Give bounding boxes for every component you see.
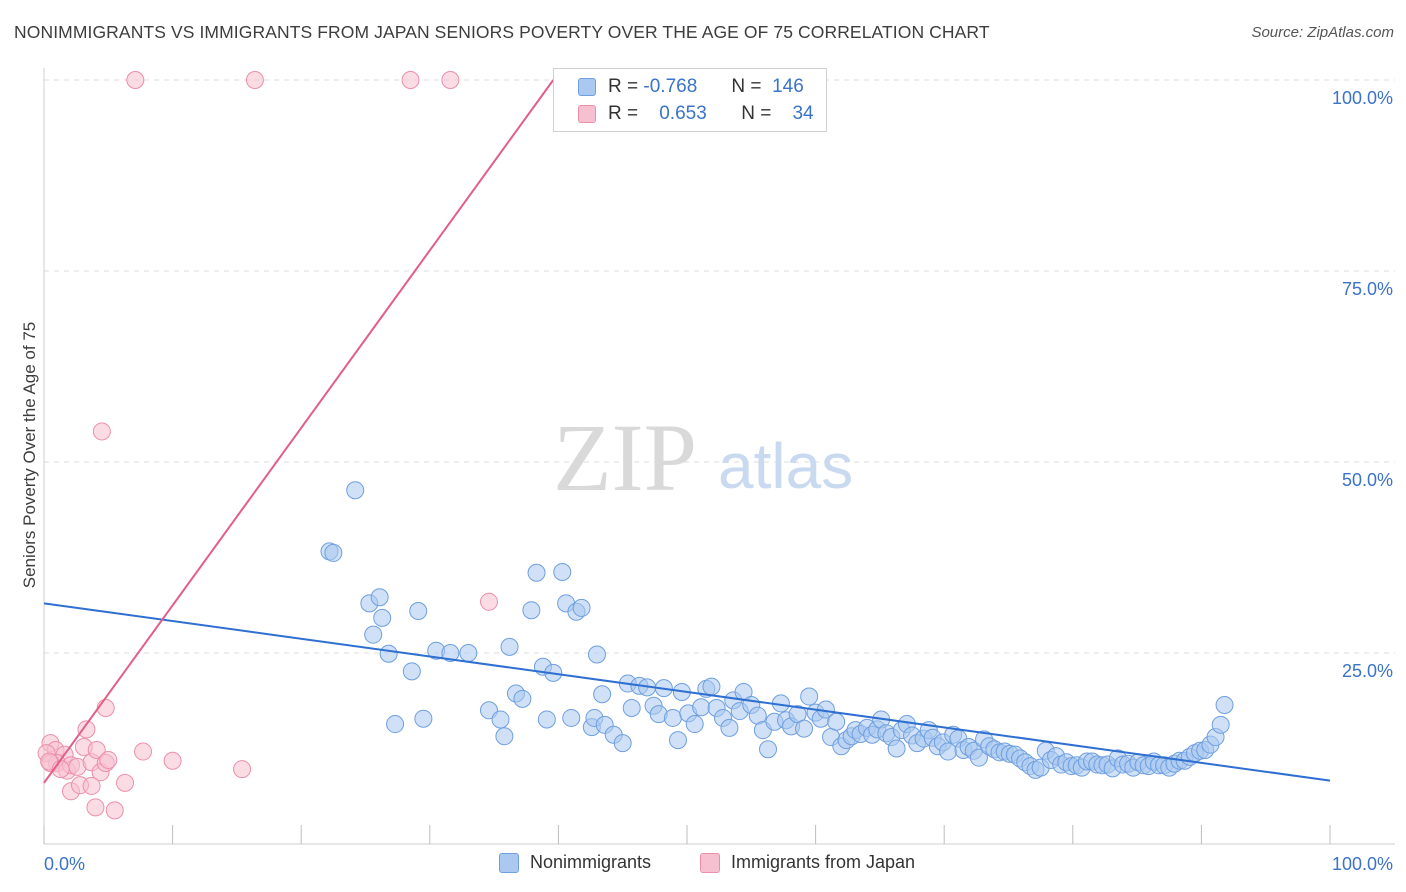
data-point-immigrants-japan: [87, 741, 106, 760]
r-value: -0.768: [643, 76, 698, 97]
data-point-nonimmigrants: [537, 710, 556, 729]
data-point-immigrants-japan: [92, 422, 111, 441]
data-point-immigrants-japan: [126, 71, 145, 89]
watermark-zip: ZIP: [553, 404, 697, 511]
data-point-nonimmigrants: [370, 588, 389, 607]
data-point-immigrants-japan: [163, 751, 182, 770]
legend-swatch-pink: [578, 105, 596, 123]
tick-labels: 25.0% 50.0% 75.0% 100.0% 0.0% 100.0%: [44, 88, 1393, 874]
data-point-nonimmigrants: [379, 644, 398, 663]
legend-swatch-pink: [700, 852, 720, 873]
data-point-nonimmigrants: [668, 731, 687, 750]
data-point-nonimmigrants: [800, 687, 819, 706]
data-point-nonimmigrants: [572, 598, 591, 617]
legend-label: Nonimmigrants: [530, 852, 652, 872]
data-point-nonimmigrants: [364, 625, 383, 644]
data-point-nonimmigrants: [346, 481, 365, 500]
legend-swatch-blue: [578, 78, 596, 96]
y-tick-label: 50.0%: [1342, 470, 1393, 490]
trend-lines: [43, 79, 1331, 784]
n-label: N =: [731, 76, 762, 97]
legend-item-nonimmigrants: Nonimmigrants: [499, 852, 651, 873]
r-label: R =: [608, 76, 639, 97]
data-point-nonimmigrants: [522, 601, 541, 620]
data-point-nonimmigrants: [969, 748, 988, 767]
data-point-immigrants-japan: [86, 798, 105, 817]
data-point-immigrants-japan: [441, 71, 460, 89]
data-point-nonimmigrants: [553, 563, 572, 582]
data-point-nonimmigrants: [414, 709, 433, 728]
data-point-immigrants-japan: [96, 699, 115, 718]
data-point-nonimmigrants: [459, 644, 478, 662]
data-point-nonimmigrants: [441, 644, 460, 662]
data-point-nonimmigrants: [827, 712, 846, 731]
series-immigrants-japan: [37, 71, 498, 820]
data-point-nonimmigrants: [593, 685, 612, 704]
data-point-nonimmigrants: [887, 739, 906, 758]
data-point-nonimmigrants: [702, 677, 721, 696]
r-label: R =: [608, 103, 639, 124]
series-nonimmigrants: [320, 481, 1234, 779]
data-point-nonimmigrants: [495, 727, 514, 746]
grid-lines: [44, 79, 1395, 654]
data-point-nonimmigrants: [720, 718, 739, 737]
trend-line-immigrants-japan: [43, 79, 555, 784]
x-tick-label: 0.0%: [44, 854, 85, 874]
data-point-nonimmigrants: [622, 699, 641, 718]
legend-label: Immigrants from Japan: [731, 852, 916, 872]
data-point-nonimmigrants: [409, 601, 428, 620]
data-point-nonimmigrants: [685, 715, 704, 734]
source-credit: Source: ZipAtlas.com: [1251, 24, 1394, 41]
legend-swatch-blue: [499, 852, 519, 873]
legend-row-nonimmigrants: R = -0.768 N = 146: [578, 75, 804, 99]
data-point-immigrants-japan: [82, 776, 101, 795]
data-point-nonimmigrants: [513, 689, 532, 708]
data-point-nonimmigrants: [613, 734, 632, 753]
data-point-nonimmigrants: [692, 698, 711, 717]
data-point-immigrants-japan: [116, 773, 135, 792]
data-point-nonimmigrants: [795, 719, 814, 738]
data-point-immigrants-japan: [99, 750, 118, 769]
n-value: 146: [772, 76, 804, 97]
data-point-nonimmigrants: [500, 637, 519, 656]
y-axis-label: Seniors Poverty Over the Age of 75: [20, 321, 39, 589]
data-point-nonimmigrants: [527, 563, 546, 582]
r-value: 0.653: [659, 103, 707, 124]
watermark-atlas: atlas: [718, 430, 853, 502]
data-point-immigrants-japan: [479, 592, 498, 611]
legend-item-immigrants-japan: Immigrants from Japan: [700, 852, 915, 873]
data-point-immigrants-japan: [77, 720, 96, 739]
data-point-nonimmigrants: [1211, 715, 1230, 734]
data-point-nonimmigrants: [663, 708, 682, 727]
n-label: N =: [741, 103, 772, 124]
y-tick-label: 75.0%: [1342, 279, 1393, 299]
data-point-immigrants-japan: [245, 71, 264, 89]
y-tick-label: 100.0%: [1332, 88, 1393, 108]
data-point-nonimmigrants: [373, 608, 392, 627]
data-point-nonimmigrants: [491, 710, 510, 729]
series-legend: Nonimmigrants Immigrants from Japan: [0, 852, 1406, 878]
n-value: 34: [792, 103, 814, 124]
watermark: ZIP atlas: [553, 404, 853, 511]
data-point-immigrants-japan: [233, 760, 252, 779]
data-point-nonimmigrants: [759, 740, 778, 759]
data-point-nonimmigrants: [402, 662, 421, 681]
x-tick-label: 100.0%: [1332, 854, 1393, 874]
axes: [43, 68, 1395, 845]
y-tick-label: 25.0%: [1342, 661, 1393, 681]
correlation-legend: R = -0.768 N = 146 R = 0.653 N = 34: [553, 68, 827, 132]
data-point-nonimmigrants: [386, 715, 405, 734]
data-point-immigrants-japan: [401, 71, 420, 89]
chart-title: NONIMMIGRANTS VS IMMIGRANTS FROM JAPAN S…: [14, 22, 990, 42]
data-point-nonimmigrants: [324, 543, 343, 562]
data-point-nonimmigrants: [1215, 695, 1234, 714]
trend-line-nonimmigrants: [43, 602, 1331, 782]
legend-row-immigrants-japan: R = 0.653 N = 34: [578, 102, 814, 126]
data-point-immigrants-japan: [105, 801, 124, 820]
data-point-immigrants-japan: [134, 742, 153, 761]
data-point-nonimmigrants: [587, 645, 606, 664]
data-point-nonimmigrants: [562, 708, 581, 727]
